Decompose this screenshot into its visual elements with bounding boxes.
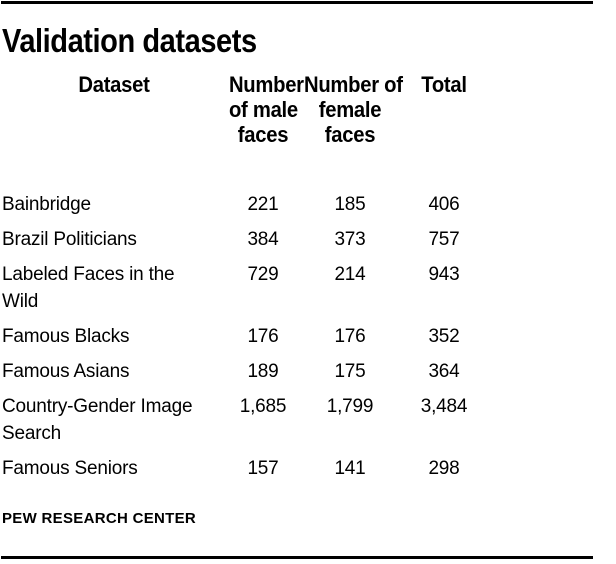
col-header-line: Number xyxy=(228,72,304,97)
source-label: PEW RESEARCH CENTER xyxy=(2,510,197,527)
total-cell: 298 xyxy=(428,458,460,479)
figure-title: Validation datasets xyxy=(2,22,257,59)
header-row: Dataset Number of male faces Number of f… xyxy=(2,72,488,187)
table-row: Famous Seniors 157 141 298 xyxy=(2,451,488,486)
dataset-name-cell: Country-Gender Image Search xyxy=(2,396,193,444)
dataset-name-cell: Brazil Politicians xyxy=(2,229,137,250)
total-cell: 352 xyxy=(428,326,460,347)
col-header-line: faces xyxy=(324,122,376,147)
col-header-line: of male xyxy=(228,97,298,122)
col-header-line: faces xyxy=(237,122,289,147)
female-faces-cell: 373 xyxy=(334,229,366,250)
total-cell: 3,484 xyxy=(420,396,468,417)
female-faces-cell: 176 xyxy=(334,326,366,347)
col-header-line: female xyxy=(318,97,382,122)
total-cell: 364 xyxy=(428,361,460,382)
table-row: Bainbridge 221 185 406 xyxy=(2,187,488,222)
male-faces-cell: 221 xyxy=(247,194,279,215)
dataset-name-cell: Famous Seniors xyxy=(2,458,138,479)
dataset-name-cell: Labeled Faces in the Wild xyxy=(2,264,175,312)
col-header-male-faces: Number of male faces xyxy=(226,72,304,187)
male-faces-cell: 384 xyxy=(247,229,279,250)
validation-datasets-table: Dataset Number of male faces Number of f… xyxy=(2,72,488,486)
table-row: Labeled Faces in the Wild 729 214 943 xyxy=(2,257,488,319)
bottom-rule xyxy=(1,556,593,559)
female-faces-cell: 175 xyxy=(334,361,366,382)
male-faces-cell: 157 xyxy=(247,458,279,479)
female-faces-cell: 1,799 xyxy=(326,396,374,417)
male-faces-cell: 189 xyxy=(247,361,279,382)
female-faces-cell: 214 xyxy=(334,264,366,285)
male-faces-cell: 729 xyxy=(247,264,279,285)
total-cell: 943 xyxy=(428,264,460,285)
figure-content: Validation datasets Dataset Number of ma… xyxy=(2,22,488,528)
total-cell: 406 xyxy=(428,194,460,215)
col-header-female-faces: Number of female faces xyxy=(300,72,403,187)
male-faces-cell: 176 xyxy=(247,326,279,347)
col-header-line: Total xyxy=(421,72,467,97)
dataset-name-cell: Bainbridge xyxy=(2,194,91,215)
female-faces-cell: 185 xyxy=(334,194,366,215)
col-header-line: Number of xyxy=(304,72,403,97)
table-row: Brazil Politicians 384 373 757 xyxy=(2,222,488,257)
col-header-total: Total xyxy=(400,72,488,187)
col-header-dataset: Dataset xyxy=(2,72,226,187)
table-row: Famous Asians 189 175 364 xyxy=(2,354,488,389)
dataset-name-cell: Famous Blacks xyxy=(2,326,130,347)
dataset-name-cell: Famous Asians xyxy=(2,361,130,382)
male-faces-cell: 1,685 xyxy=(239,396,287,417)
total-cell: 757 xyxy=(428,229,460,250)
table-row: Famous Blacks 176 176 352 xyxy=(2,319,488,354)
col-header-line: Dataset xyxy=(78,72,150,97)
top-rule xyxy=(1,1,593,4)
female-faces-cell: 141 xyxy=(334,458,366,479)
table-row: Country-Gender Image Search 1,685 1,799 … xyxy=(2,389,488,451)
